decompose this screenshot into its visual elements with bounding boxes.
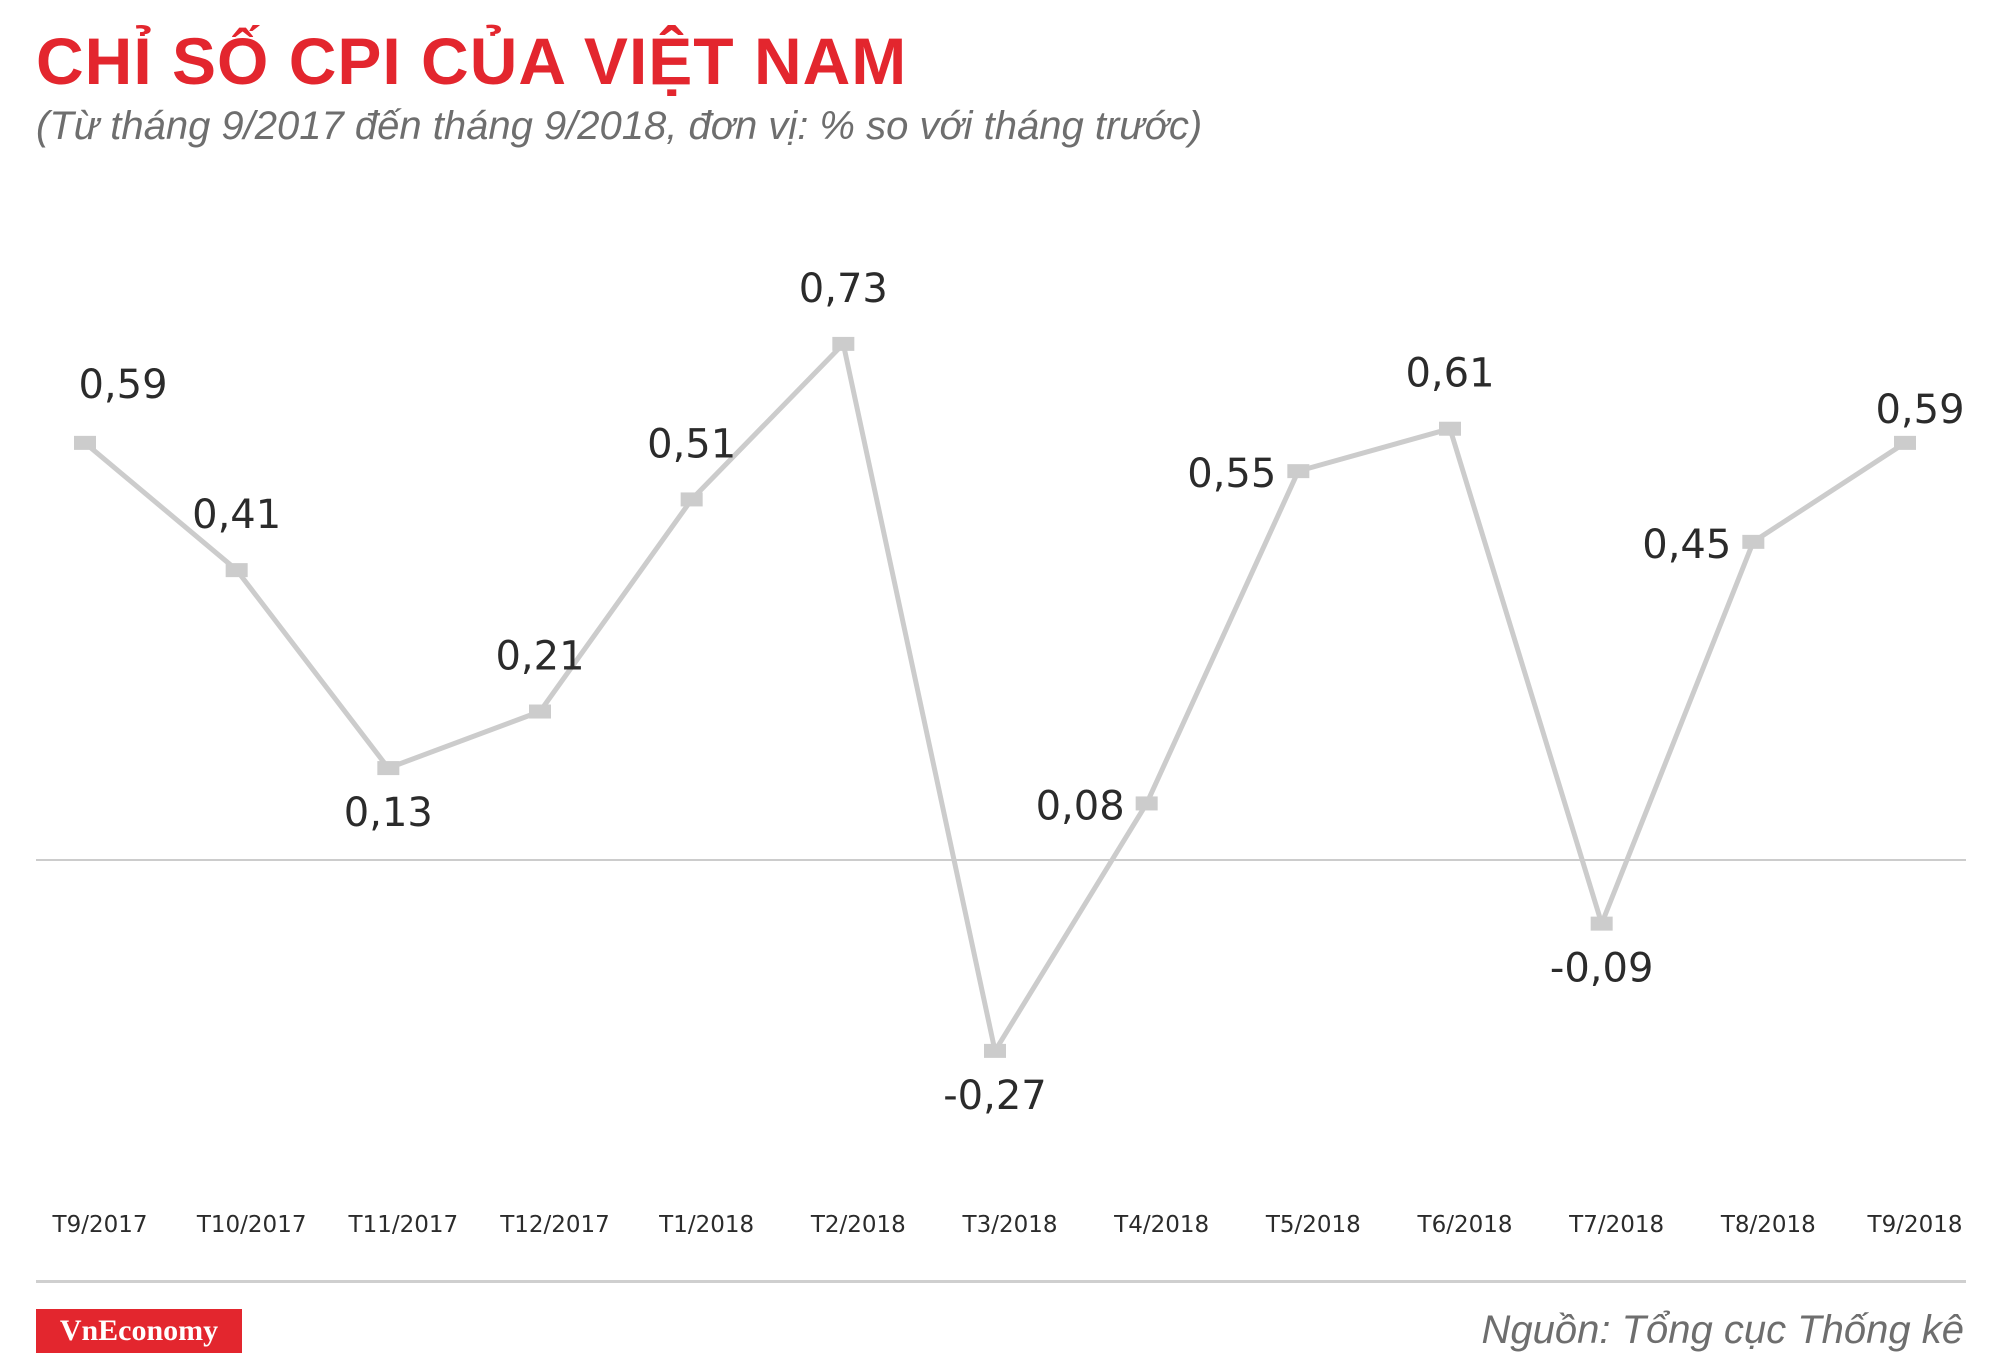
x-tick-label: T9/2018 <box>1867 1212 1963 1238</box>
data-point-marker <box>1287 464 1310 479</box>
data-point-marker <box>1135 796 1158 811</box>
data-point-marker <box>377 761 400 776</box>
data-point-marker <box>1590 916 1613 931</box>
data-point-marker <box>1894 435 1916 450</box>
x-tick-label: T5/2018 <box>1265 1212 1361 1238</box>
data-point-marker <box>680 492 703 507</box>
data-point-marker <box>225 563 248 578</box>
chart-title: CHỈ SỐ CPI CỦA VIỆT NAM <box>36 24 908 98</box>
x-tick-label: T7/2018 <box>1568 1212 1664 1238</box>
data-label: 0,73 <box>799 266 888 312</box>
data-label: 0,51 <box>647 421 736 467</box>
data-label: 0,13 <box>344 790 433 836</box>
x-tick-label: T2/2018 <box>810 1212 906 1238</box>
data-label: 0,21 <box>495 634 584 680</box>
cpi-line-chart: 0,59 0,41 0,13 0,21 0,51 0,73 -0,27 0,08 0,55 0,6… <box>36 266 1966 1238</box>
data-labels: 0,59 0,41 0,13 0,21 0,51 0,73 -0,27 0,08 0,55 0,6… <box>78 266 1964 1119</box>
data-label: -0,09 <box>1550 946 1654 992</box>
x-tick-labels: T9/2017 T10/2017 T11/2017 T12/2017 T1/2018 T2… <box>52 1212 1963 1238</box>
x-tick-label: T1/2018 <box>658 1212 754 1238</box>
data-label: 0,08 <box>1036 783 1125 829</box>
source-note: Nguồn: Tổng cục Thống kê <box>1481 1308 1964 1352</box>
data-label: 0,59 <box>78 362 167 408</box>
x-tick-label: T11/2017 <box>348 1212 459 1238</box>
x-tick-label: T9/2017 <box>52 1212 148 1238</box>
data-label: 0,45 <box>1642 522 1731 568</box>
data-label: 0,59 <box>1875 387 1964 433</box>
data-point-marker <box>529 704 551 719</box>
x-tick-label: T8/2018 <box>1720 1212 1816 1238</box>
data-point-marker <box>832 336 855 351</box>
x-tick-label: T12/2017 <box>499 1212 610 1238</box>
x-tick-label: T4/2018 <box>1113 1212 1209 1238</box>
x-tick-label: T3/2018 <box>962 1212 1058 1238</box>
data-point-marker <box>1742 534 1765 549</box>
data-label: -0,27 <box>943 1073 1047 1119</box>
x-tick-label: T10/2017 <box>196 1212 307 1238</box>
data-markers <box>74 336 1916 1058</box>
x-tick-label: T6/2018 <box>1417 1212 1513 1238</box>
chart-subtitle: (Từ tháng 9/2017 đến tháng 9/2018, đơn v… <box>36 104 1203 148</box>
data-label: 0,61 <box>1405 351 1494 397</box>
footer-divider <box>36 1280 1966 1283</box>
data-point-marker <box>1439 421 1461 436</box>
data-point-marker <box>984 1043 1006 1058</box>
data-point-marker <box>74 435 96 450</box>
vneconomy-logo: VnEconomy <box>36 1309 242 1353</box>
data-label: 0,55 <box>1187 451 1276 497</box>
data-label: 0,41 <box>192 492 281 538</box>
